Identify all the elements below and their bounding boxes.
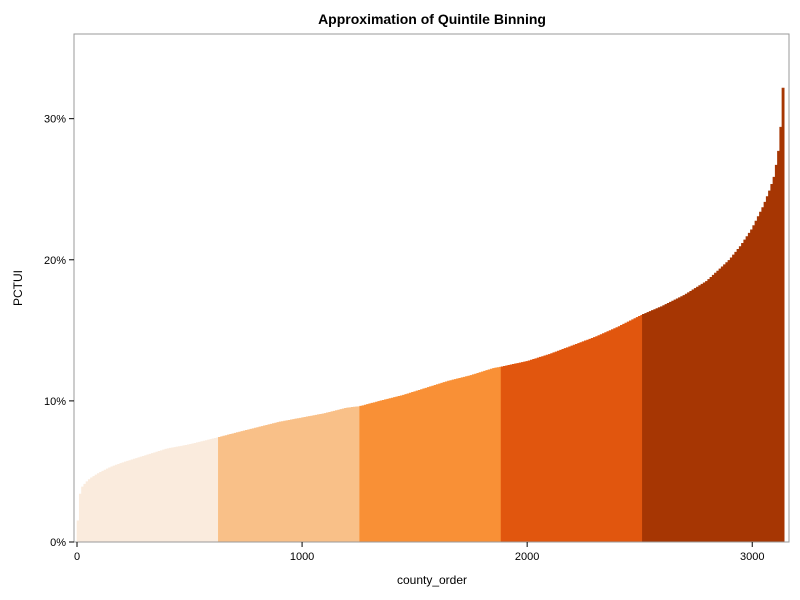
x-tick-label: 3000 (740, 551, 764, 563)
quintile-bin-3 (359, 366, 502, 543)
plot-frame (73, 33, 790, 543)
quintile-bin-4 (500, 314, 643, 543)
quintile-bin-5 (642, 87, 785, 543)
x-tick-label: 2000 (515, 551, 539, 563)
quintile-bin-1 (76, 437, 219, 543)
plot-area (76, 87, 785, 543)
x-tick-label: 0 (74, 551, 80, 563)
y-axis-label: PCTUI (11, 270, 25, 306)
y-tick-label: 0% (50, 537, 66, 549)
x-tick-label: 1000 (290, 551, 314, 563)
quintile-bin-2 (218, 406, 361, 543)
y-axis: 0% 10% 20% 30% (44, 114, 74, 549)
y-tick-label: 30% (44, 114, 66, 126)
x-axis-label: county_order (397, 573, 467, 587)
x-axis: 0 1000 2000 3000 (74, 542, 764, 563)
y-tick-label: 20% (44, 255, 66, 267)
chart-title: Approximation of Quintile Binning (318, 11, 546, 27)
y-tick-label: 10% (44, 396, 66, 408)
